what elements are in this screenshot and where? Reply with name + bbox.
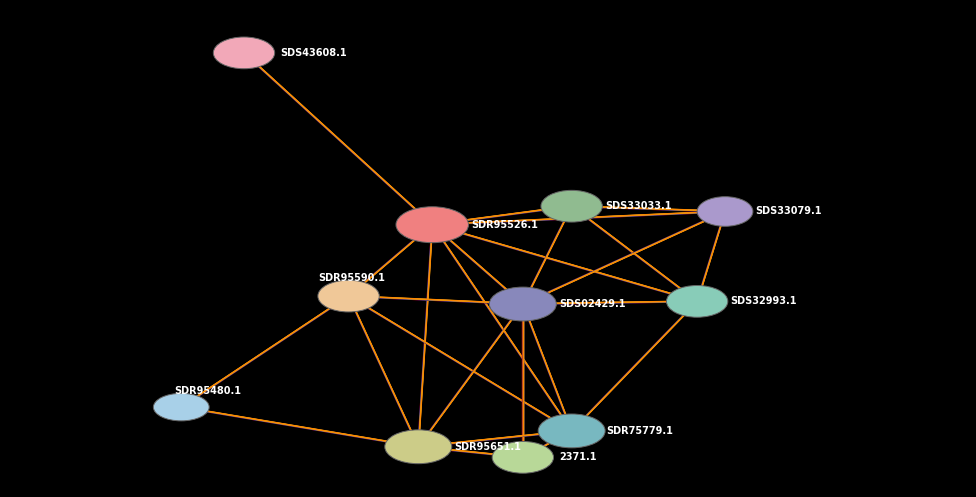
- Ellipse shape: [492, 441, 553, 473]
- Ellipse shape: [489, 287, 556, 321]
- Text: SDS32993.1: SDS32993.1: [731, 296, 797, 306]
- Ellipse shape: [318, 280, 380, 312]
- Text: SDR95526.1: SDR95526.1: [471, 220, 538, 230]
- Text: SDS33079.1: SDS33079.1: [755, 206, 822, 217]
- Text: SDR95480.1: SDR95480.1: [175, 386, 241, 396]
- Text: SDS43608.1: SDS43608.1: [280, 48, 346, 58]
- Text: SDR95651.1: SDR95651.1: [455, 442, 521, 452]
- Ellipse shape: [667, 285, 728, 317]
- Ellipse shape: [541, 190, 602, 222]
- Ellipse shape: [385, 430, 452, 464]
- Ellipse shape: [396, 207, 468, 243]
- Ellipse shape: [153, 393, 209, 421]
- Text: SDR75779.1: SDR75779.1: [606, 426, 673, 436]
- Ellipse shape: [214, 37, 274, 69]
- Text: SDS33033.1: SDS33033.1: [605, 201, 671, 211]
- Ellipse shape: [697, 197, 752, 226]
- Text: SDR95590.1: SDR95590.1: [318, 273, 385, 283]
- Text: SDS02429.1: SDS02429.1: [559, 299, 626, 309]
- Text: 2371.1: 2371.1: [559, 452, 596, 462]
- Ellipse shape: [538, 414, 605, 448]
